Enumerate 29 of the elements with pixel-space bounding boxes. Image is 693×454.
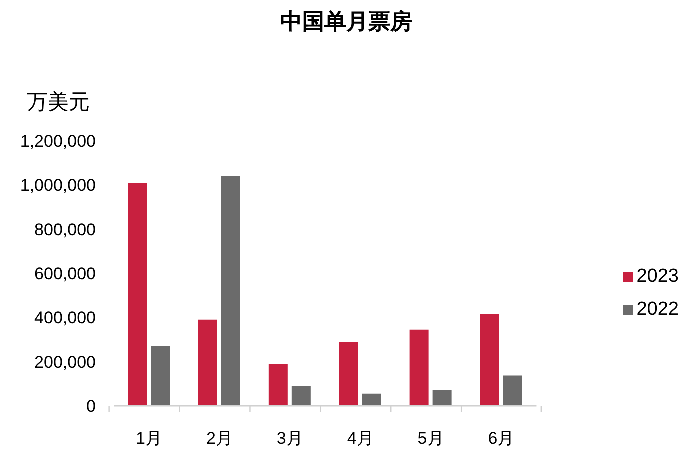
y-tick-label: 800,000 [34, 220, 96, 240]
bar [292, 386, 311, 406]
x-tick-label: 1月 [136, 429, 162, 448]
bar [339, 342, 358, 406]
y-axis-title: 万美元 [27, 90, 90, 116]
y-tick-label: 1,000,000 [20, 176, 96, 196]
y-tick-label: 0 [86, 397, 96, 416]
bar [503, 376, 522, 406]
legend-label: 2022 [636, 298, 679, 320]
bar [268, 364, 288, 406]
x-tick-label: 6月 [488, 429, 515, 448]
x-tick-label: 2月 [206, 429, 233, 448]
x-tick-label: 5月 [418, 429, 444, 448]
y-tick-label: 200,000 [34, 352, 96, 372]
bar [410, 330, 429, 406]
bar [198, 320, 218, 406]
chart-title: 中国单月票房 [280, 8, 414, 36]
bar [362, 394, 382, 406]
x-tick-label: 4月 [347, 429, 374, 448]
bar [221, 176, 240, 406]
bar [432, 390, 452, 406]
y-tick-label: 600,000 [34, 264, 96, 284]
bar [128, 182, 147, 406]
y-tick-label: 1,200,000 [20, 132, 96, 152]
bar [480, 314, 500, 406]
x-tick-label: 3月 [276, 429, 304, 448]
y-tick-label: 400,000 [34, 308, 96, 328]
legend-label: 2023 [636, 266, 679, 288]
bar [151, 346, 170, 406]
